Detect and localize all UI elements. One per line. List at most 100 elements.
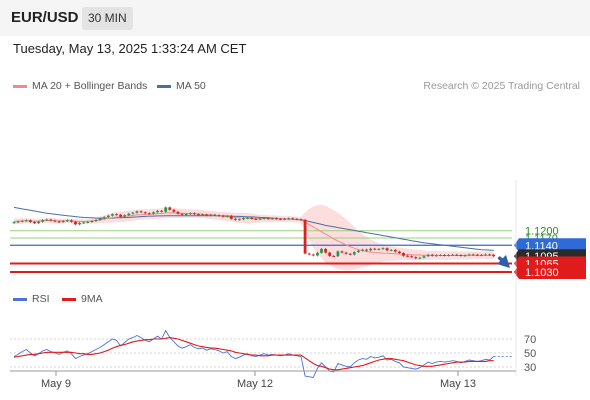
candle [275,218,278,220]
rsi-tick-label: 50 [524,348,536,360]
candle [242,218,245,220]
candle [156,210,159,213]
candle [246,217,250,219]
credit: Research © 2025 Trading Central [423,80,580,92]
price-label-support: 1.1030 [525,267,559,279]
candle [471,254,475,256]
candle [475,254,479,256]
candle [94,220,98,222]
candle [365,249,368,251]
candle [250,217,254,219]
candle [418,257,422,259]
candle [266,218,270,220]
candle [447,254,450,256]
price-label-resistance: 1.1200 [525,226,559,238]
candle [480,254,483,256]
candle [299,219,303,221]
candle [184,213,188,215]
candle [443,254,446,256]
candle [82,222,86,224]
timeframe-badge[interactable]: 30 MIN [82,7,133,30]
candle [164,207,168,212]
candle [78,222,81,225]
candle [328,252,332,256]
candle [61,220,65,222]
candle [205,214,209,216]
candle [41,220,45,222]
price-tag-support [514,265,586,279]
candle [197,214,200,216]
candle [225,215,229,217]
legend-rsi: RSI [13,293,50,305]
candle [295,218,299,220]
candle [217,215,221,217]
candle [168,207,172,210]
candle [127,213,131,216]
candle [324,248,327,253]
ma20-swatch [13,84,27,88]
candle [439,254,442,256]
candle [381,248,385,250]
candle [98,218,102,221]
candle [492,254,496,257]
candle [377,248,381,250]
candle [70,220,73,222]
candle [74,221,77,225]
candle [152,212,155,214]
candle [29,220,32,222]
candle [307,253,311,255]
candle [49,219,53,221]
candle [139,211,143,213]
candle [279,218,282,220]
candle [209,214,213,216]
candle [463,255,467,257]
price-tag-pivot [514,238,586,253]
candle [258,218,262,220]
rsi-ma-label: 9MA [81,293,103,305]
candle [488,254,491,256]
candle [348,253,352,255]
timestamp: Tuesday, May 13, 2025 1:33:24 AM CET [13,41,247,56]
ma50-label: MA 50 [176,80,206,92]
candle [20,220,24,222]
candle [65,220,69,222]
candles [12,206,496,260]
candle [229,215,233,219]
candle [111,214,114,216]
candle [86,221,90,223]
candle [57,221,61,223]
candle [291,218,295,220]
rsi-line [13,329,494,379]
forecast-arrow-head [497,255,510,268]
candle [262,218,266,220]
candle [316,252,319,256]
candle [123,215,127,217]
candle [201,214,204,216]
candle [283,218,286,220]
candle [340,251,344,253]
candle [135,211,139,213]
candle [16,221,20,223]
candle [344,252,348,254]
rsi-tick-label: 30 [524,362,536,374]
legend-ma20: MA 20 + Bollinger Bands [13,80,147,92]
rsi-ma-swatch [62,297,76,301]
candle [213,214,217,216]
candle [311,254,315,256]
candle [234,218,237,220]
x-tick-label: May 12 [237,378,273,390]
candle [410,256,414,258]
ma50-swatch [157,84,171,88]
candle [434,255,438,257]
candle [147,213,151,215]
candle [254,218,258,220]
candle [385,248,389,251]
candle [176,211,180,214]
candle [336,251,340,257]
candle [402,253,405,256]
candle [131,212,135,214]
candle [238,219,241,221]
candle [332,255,336,257]
candle [430,254,434,256]
